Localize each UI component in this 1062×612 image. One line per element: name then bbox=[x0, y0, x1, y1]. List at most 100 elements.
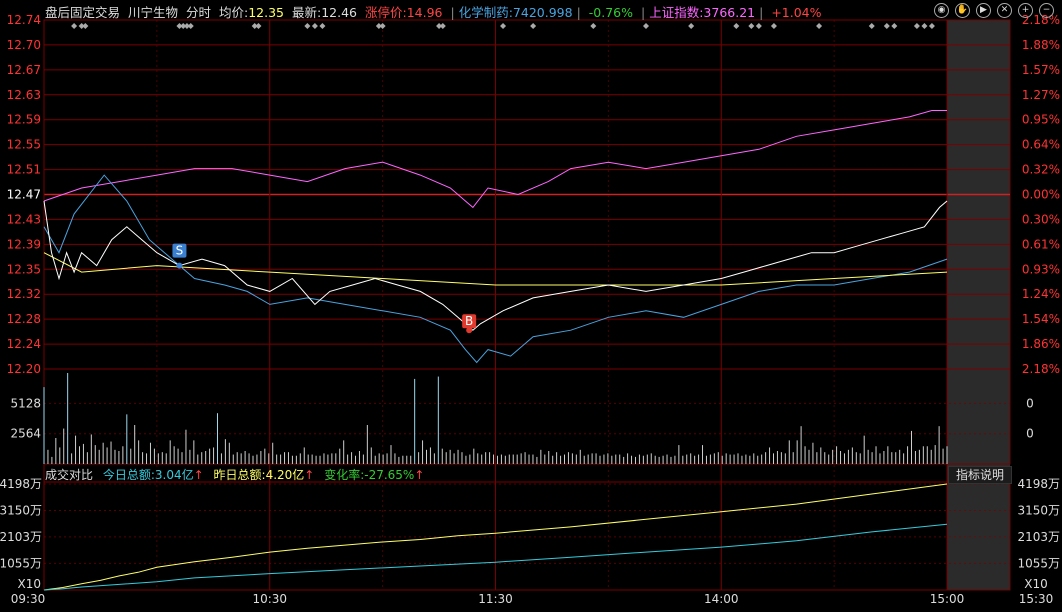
index-label[interactable]: 上证指数: bbox=[649, 5, 704, 20]
price-tick-label: 12.28 bbox=[7, 312, 41, 326]
price-tick-label: 12.32 bbox=[7, 287, 41, 301]
period-label: 分时 bbox=[186, 5, 212, 20]
avg-label: 均价: bbox=[219, 5, 249, 20]
cum-tick-label: 2103万 bbox=[0, 530, 42, 544]
today-value: 3.04亿 bbox=[154, 468, 194, 482]
event-diamond-icon bbox=[375, 23, 382, 29]
price-tick-label: 12.47 bbox=[7, 188, 41, 202]
pct-tick-label: 0.32% bbox=[1022, 163, 1060, 177]
price-tick-label: 12.39 bbox=[7, 237, 41, 251]
event-diamond-icon bbox=[755, 23, 762, 29]
today-arrow: ↑ bbox=[193, 468, 204, 482]
pct-tick-label: 1.24% bbox=[1022, 287, 1060, 301]
event-diamond-icon bbox=[590, 23, 597, 29]
limit-label: 涨停价: bbox=[365, 5, 407, 20]
zoom-out-icon[interactable]: − bbox=[1039, 3, 1054, 18]
pct-tick-label: 0.95% bbox=[1022, 113, 1060, 127]
price-tick-label: 12.67 bbox=[7, 63, 41, 77]
price-tick-label: 12.43 bbox=[7, 212, 41, 226]
cum-right-label: 4198万 bbox=[1017, 477, 1060, 491]
event-diamond-icon bbox=[379, 23, 386, 29]
mode-label: 盘后固定交易 bbox=[45, 5, 121, 20]
yest-label: 昨日总额: bbox=[213, 468, 266, 482]
event-diamond-icon bbox=[439, 23, 446, 29]
price-tick-label: 12.51 bbox=[7, 163, 41, 177]
time-tick-label: 15:00 bbox=[930, 592, 965, 606]
price-tick-label: 12.35 bbox=[7, 262, 41, 276]
eye-icon[interactable]: ◉ bbox=[934, 3, 949, 18]
sector-bracket: | bbox=[450, 5, 455, 20]
trade-marker-label: S bbox=[176, 244, 184, 258]
time-tick-label: 14:00 bbox=[704, 592, 739, 606]
price-tick-label: 12.63 bbox=[7, 88, 41, 102]
hand-icon[interactable]: ✋ bbox=[955, 3, 970, 18]
last-label: 最新: bbox=[292, 5, 322, 20]
event-diamond-icon bbox=[78, 23, 85, 29]
trade-marker-dot bbox=[466, 327, 473, 334]
cum-right-label: 1055万 bbox=[1017, 556, 1060, 570]
volume-tick-label: 5128 bbox=[10, 396, 41, 410]
cum-panel-frame bbox=[43, 481, 1011, 591]
zoom-in-icon[interactable]: + bbox=[1018, 3, 1033, 18]
close-icon[interactable]: ✕ bbox=[997, 3, 1012, 18]
event-diamond-icon bbox=[883, 23, 890, 29]
price-tick-label: 12.20 bbox=[7, 362, 41, 376]
sector-label[interactable]: 化学制药: bbox=[458, 5, 513, 20]
pct-tick-label: 0.30% bbox=[1022, 212, 1060, 226]
sector-close-bracket: | bbox=[576, 5, 581, 20]
event-diamond-icon bbox=[868, 23, 875, 29]
time-tick-label: 11:30 bbox=[478, 592, 513, 606]
index-bracket: | bbox=[641, 5, 646, 20]
event-diamond-icon bbox=[82, 23, 89, 29]
event-diamond-icon bbox=[500, 23, 507, 29]
event-diamond-icon bbox=[891, 23, 898, 29]
event-diamond-icon bbox=[770, 23, 777, 29]
cum-right-label: 3150万 bbox=[1017, 503, 1060, 517]
play-icon[interactable]: ▶ bbox=[976, 3, 991, 18]
event-diamond-icon bbox=[733, 23, 740, 29]
compare-title: 成交对比 bbox=[45, 468, 94, 482]
chart-header: 盘后固定交易 川宁生物 分时 均价:12.35 最新:12.46 涨停价:14.… bbox=[45, 2, 826, 20]
indicator-help-button[interactable]: 指标说明 bbox=[948, 466, 1012, 484]
change-label: 变化率: bbox=[324, 468, 365, 482]
pct-tick-label: 1.54% bbox=[1022, 312, 1060, 326]
event-diamond-icon bbox=[816, 23, 823, 29]
event-diamond-icon bbox=[688, 23, 695, 29]
trade-marker-dot bbox=[176, 262, 183, 269]
volume-compare-header: 成交对比 今日总额:3.04亿↑ 昨日总额:4.20亿↑ 变化率:-27.65%… bbox=[45, 466, 430, 483]
trade-marker-label: B bbox=[465, 314, 473, 328]
pct-tick-label: 0.93% bbox=[1022, 262, 1060, 276]
trade-marker-s bbox=[172, 243, 187, 258]
limit-value: 14.96 bbox=[406, 5, 443, 20]
chart-toolbar: ◉ ✋ ▶ ✕ + − bbox=[934, 3, 1054, 18]
stock-name[interactable]: 川宁生物 bbox=[128, 5, 179, 20]
pct-tick-label: 0.00% bbox=[1022, 188, 1060, 202]
pct-tick-label: 1.27% bbox=[1022, 88, 1060, 102]
event-diamond-icon bbox=[187, 23, 194, 29]
volume-right-label: 0 bbox=[1026, 396, 1034, 410]
price-tick-label: 12.70 bbox=[7, 38, 41, 52]
index-line bbox=[43, 110, 947, 209]
time-tick-label: 15:30 bbox=[1019, 592, 1054, 606]
avg-value: 12.35 bbox=[248, 5, 285, 20]
cum-scale-right-label: X10 bbox=[1024, 577, 1048, 591]
sector-value: 7420.998 bbox=[512, 5, 573, 20]
price-tick-label: 12.59 bbox=[7, 113, 41, 127]
event-diamond-icon bbox=[319, 23, 326, 29]
cum-tick-label: 1055万 bbox=[0, 556, 42, 570]
event-diamond-icon bbox=[255, 23, 262, 29]
pct-tick-label: 1.88% bbox=[1022, 38, 1060, 52]
yest-value: 4.20亿 bbox=[265, 468, 305, 482]
time-tick-label: 09:30 bbox=[11, 592, 46, 606]
index-pct: +1.04% bbox=[771, 5, 822, 20]
pct-tick-label: 1.57% bbox=[1022, 63, 1060, 77]
cum-today-line bbox=[43, 483, 948, 591]
cum-right-label: 2103万 bbox=[1017, 530, 1060, 544]
cum-tick-label: 3150万 bbox=[0, 503, 42, 517]
event-diamond-icon bbox=[304, 23, 311, 29]
event-diamond-icon bbox=[71, 23, 78, 29]
pct-tick-label: 0.61% bbox=[1022, 237, 1060, 251]
index-close-bracket: | bbox=[759, 5, 764, 20]
event-diamond-icon bbox=[180, 23, 187, 29]
